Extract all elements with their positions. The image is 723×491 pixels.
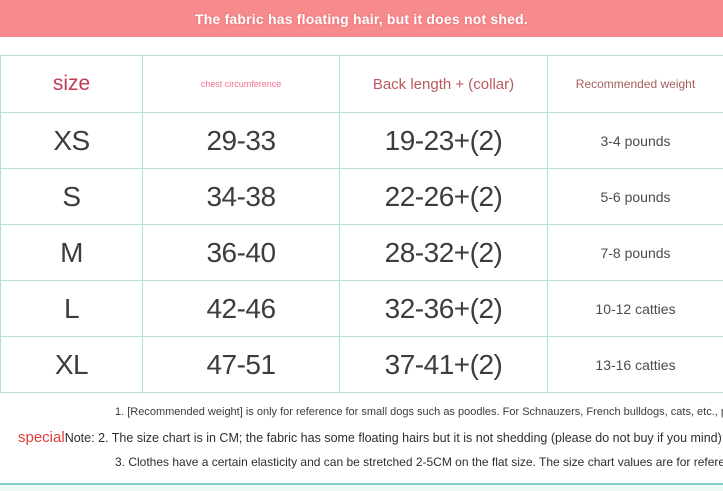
- note-line-2-text: 2. The size chart is in CM; the fabric h…: [98, 431, 723, 445]
- notes-section: 1. [Recommended weight] is only for refe…: [0, 393, 723, 482]
- size-cell: M: [0, 224, 143, 281]
- size-cell: XL: [0, 336, 143, 393]
- size-chart-table: size chest circumference Back length + (…: [0, 55, 723, 393]
- size-cell: L: [0, 280, 143, 337]
- header-chest-circumference: chest circumference: [142, 55, 340, 113]
- note-line-1: 1. [Recommended weight] is only for refe…: [115, 406, 723, 418]
- back-cell: 22-26+(2): [339, 168, 548, 225]
- size-chart-header-row: size chest circumference Back length + (…: [0, 55, 723, 113]
- table-row-xs: XS 29-33 19-23+(2) 3-4 pounds: [0, 112, 723, 169]
- size-chart-section: size chest circumference Back length + (…: [0, 55, 723, 393]
- bottom-divider: [0, 483, 723, 491]
- chest-cell: 29-33: [142, 112, 340, 169]
- back-cell: 37-41+(2): [339, 336, 548, 393]
- fabric-notice-banner: The fabric has floating hair, but it doe…: [0, 0, 723, 37]
- chest-cell: 47-51: [142, 336, 340, 393]
- special-label: special: [18, 429, 65, 446]
- size-cell: S: [0, 168, 143, 225]
- note-label: Note:: [64, 431, 99, 445]
- note-line-2: specialNote: 2. The size chart is in CM;…: [18, 429, 723, 446]
- back-cell: 19-23+(2): [339, 112, 548, 169]
- weight-cell: 13-16 catties: [547, 336, 723, 393]
- back-cell: 32-36+(2): [339, 280, 548, 337]
- table-row-s: S 34-38 22-26+(2) 5-6 pounds: [0, 168, 723, 225]
- weight-cell: 10-12 catties: [547, 280, 723, 337]
- header-back-length: Back length + (collar): [339, 55, 548, 113]
- header-size: size: [0, 55, 143, 113]
- chest-cell: 42-46: [142, 280, 340, 337]
- size-cell: XS: [0, 112, 143, 169]
- table-row-xl: XL 47-51 37-41+(2) 13-16 catties: [0, 336, 723, 393]
- table-row-l: L 42-46 32-36+(2) 10-12 catties: [0, 280, 723, 337]
- table-row-m: M 36-40 28-32+(2) 7-8 pounds: [0, 224, 723, 281]
- back-cell: 28-32+(2): [339, 224, 548, 281]
- fabric-notice-text: The fabric has floating hair, but it doe…: [194, 10, 528, 27]
- weight-cell: 5-6 pounds: [547, 168, 723, 225]
- weight-cell: 7-8 pounds: [547, 224, 723, 281]
- chest-cell: 36-40: [142, 224, 340, 281]
- note-line-3: 3. Clothes have a certain elasticity and…: [115, 455, 723, 469]
- header-recommended-weight: Recommended weight: [547, 55, 723, 113]
- chest-cell: 34-38: [142, 168, 340, 225]
- weight-cell: 3-4 pounds: [547, 112, 723, 169]
